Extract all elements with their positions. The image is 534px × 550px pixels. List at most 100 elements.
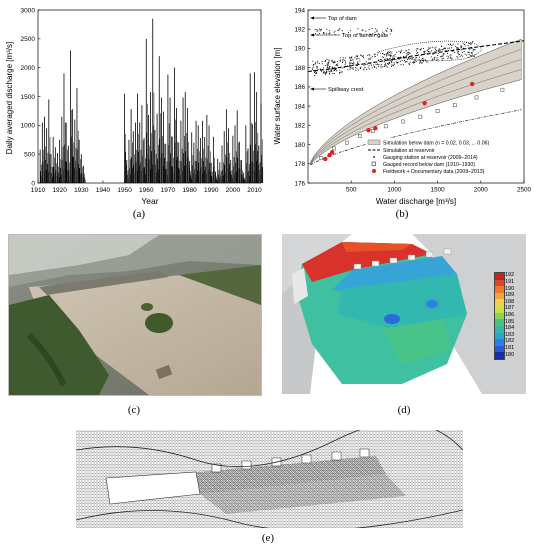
reservoir-gauging-point: [357, 62, 359, 64]
reservoir-gauging-point: [387, 64, 389, 66]
reservoir-gauging-point: [360, 33, 362, 35]
reservoir-gauging-point: [430, 50, 432, 52]
y-tick-label-a: 1500: [21, 94, 36, 101]
reservoir-gauging-point: [378, 64, 380, 66]
reservoir-gauging-point: [349, 66, 351, 68]
reservoir-gauging-point: [408, 62, 410, 65]
reservoir-gauging-point: [318, 28, 321, 30]
reservoir-gauging-point: [336, 60, 339, 62]
reservoir-gauging-point: [419, 61, 422, 63]
reservoir-gauging-point: [325, 71, 327, 74]
reservoir-gauging-point: [328, 33, 330, 35]
reservoir-gauging-point: [390, 53, 392, 55]
reservoir-gauging-point: [334, 33, 336, 35]
caption-c: (c): [127, 404, 141, 416]
reservoir-gauging-point: [403, 59, 406, 62]
reservoir-gauging-point: [439, 49, 441, 51]
reservoir-simulation-line: [307, 40, 525, 73]
reservoir-gauging-point: [442, 53, 444, 55]
reservoir-gauging-point: [391, 64, 393, 66]
reservoir-gauging-point: [380, 63, 382, 66]
discharge-chart: 1910 1920 1930 1940 1950 1960 1970 1980 1990 2000…: [5, 7, 264, 206]
reservoir-gauging-point: [331, 70, 333, 72]
reservoir-gauging-point: [345, 62, 347, 64]
reservoir-gauging-point: [322, 72, 324, 74]
reservoir-gauging-point: [412, 61, 414, 63]
reservoir-gauging-point: [422, 60, 424, 62]
reservoir-gauging-point: [343, 59, 345, 61]
gauged-record-point: [453, 103, 457, 108]
fieldwork-point: [323, 156, 328, 162]
reservoir-gauging-point: [408, 63, 410, 65]
reservoir-gauging-point: [395, 61, 397, 63]
reservoir-gauging-point: [447, 44, 449, 46]
reservoir-gauging-point: [368, 65, 370, 67]
reservoir-gauging-point: [471, 55, 473, 57]
reservoir-gauging-point: [371, 27, 373, 29]
reservoir-gauging-point: [335, 69, 337, 71]
reservoir-gauging-point: [399, 60, 401, 62]
y-tick-label-a: 2500: [21, 36, 36, 43]
caption-d: (d): [397, 404, 411, 416]
reservoir-gauging-point: [318, 62, 320, 64]
reservoir-gauging-point: [415, 56, 417, 59]
reservoir-gauging-point: [382, 66, 384, 68]
reservoir-gauging-point: [382, 56, 384, 58]
reservoir-gauging-point: [368, 68, 371, 70]
reservoir-gauging-point: [410, 57, 412, 59]
reservoir-gauging-point: [349, 59, 352, 61]
reservoir-gauging-point: [466, 54, 468, 56]
reservoir-gauging-point: [329, 30, 331, 32]
x-axis-label-a: Year: [141, 196, 158, 206]
reservoir-gauging-point: [331, 60, 333, 62]
reservoir-gauging-point: [314, 33, 317, 35]
reservoir-gauging-point: [387, 52, 389, 54]
reservoir-gauging-point: [430, 47, 432, 49]
aerial-dam-photo: [8, 234, 262, 396]
colorbar-swatch: [495, 299, 504, 307]
reservoir-gauging-point: [457, 50, 459, 52]
reservoir-gauging-point: [468, 43, 470, 45]
reservoir-gauging-point: [356, 67, 358, 69]
reservoir-gauging-point: [313, 71, 316, 73]
reservoir-gauging-point: [371, 55, 373, 57]
x-tick-label-a: 1940: [96, 187, 111, 194]
reservoir-gauging-point: [454, 45, 457, 47]
reservoir-gauging-point: [403, 52, 405, 54]
reservoir-gauging-point: [406, 58, 409, 61]
colorbar-swatch: [495, 279, 504, 287]
reservoir-gauging-point: [460, 54, 462, 56]
svg-text:Spillway crest: Spillway crest: [328, 87, 364, 93]
reservoir-gauging-point: [339, 59, 341, 61]
x-tick-label-a: 1930: [74, 187, 89, 194]
reservoir-gauging-point: [427, 61, 429, 63]
colorbar-swatch: [495, 292, 504, 300]
reservoir-gauging-point: [454, 52, 456, 54]
reservoir-gauging-point: [457, 52, 459, 54]
reservoir-gauging-point: [456, 56, 458, 58]
reservoir-gauging-point: [373, 54, 375, 56]
reservoir-gauging-point: [377, 33, 379, 35]
reservoir-gauging-point: [385, 53, 387, 55]
reservoir-gauging-point: [391, 62, 393, 64]
reservoir-gauging-point: [321, 61, 323, 63]
simulation-curve: [310, 79, 522, 165]
reservoir-gauging-point: [375, 64, 377, 66]
reservoir-gauging-point: [337, 63, 339, 65]
reservoir-gauging-point: [432, 46, 434, 48]
reservoir-gauging-point: [436, 57, 438, 59]
reservoir-gauging-point: [316, 72, 318, 74]
reservoir-gauging-point: [349, 56, 351, 58]
reservoir-gauging-point: [404, 61, 406, 63]
reservoir-gauging-point: [322, 67, 325, 69]
reservoir-gauging-point: [398, 50, 400, 52]
reservoir-gauging-point: [384, 63, 387, 65]
x-tick-label-a: 1910: [31, 187, 46, 194]
reservoir-gauging-point: [370, 57, 372, 59]
gauged-record-point: [332, 146, 336, 151]
reservoir-gauging-point: [326, 58, 328, 60]
x-tick-labels-b: 500 1000 1500 2000 2500: [346, 180, 531, 194]
reservoir-gauging-point: [365, 30, 367, 32]
reservoir-gauging-point: [324, 60, 326, 62]
gauged-record-point: [418, 114, 423, 119]
